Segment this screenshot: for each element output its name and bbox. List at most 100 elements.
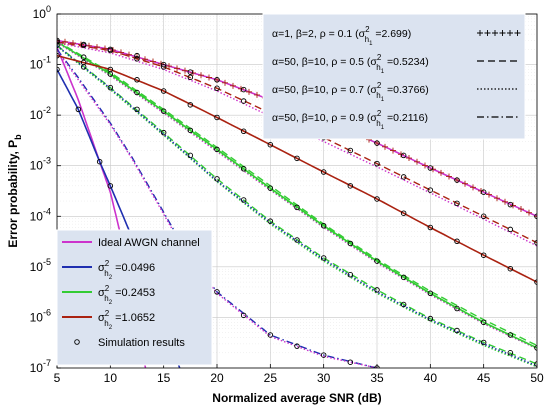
plus-marker <box>406 155 412 162</box>
simulation-point <box>427 165 434 171</box>
simulation-point <box>320 169 327 175</box>
plus-marker <box>382 143 388 150</box>
simulation-point <box>294 237 300 243</box>
simulation-point <box>80 59 87 66</box>
x-tick-label: 30 <box>317 371 331 385</box>
plus-marker <box>494 195 500 202</box>
simulation-point <box>267 218 274 224</box>
simulation-point <box>480 339 487 346</box>
simulation-point <box>374 160 380 167</box>
simulation-point <box>107 66 114 73</box>
plus-marker <box>158 60 164 67</box>
curve-10 <box>57 41 537 349</box>
x-tick-label: 35 <box>370 371 384 385</box>
plus-marker <box>438 169 444 176</box>
simulation-point <box>347 240 354 247</box>
legend-turbulence-label: α=50, β=10, ρ = 0.9 (σ2 h1 =0.2116) <box>272 109 428 131</box>
simulation-point <box>187 152 194 159</box>
plus-marker <box>198 72 204 79</box>
simulation-point <box>75 106 82 113</box>
plus-marker <box>238 85 244 92</box>
simulation-point <box>374 140 380 146</box>
legend-channel-label: σ2 h2 =0.0496 <box>98 259 155 281</box>
simulation-point <box>374 196 380 202</box>
simulation-point <box>534 279 537 285</box>
plus-marker <box>422 162 428 169</box>
legend-marker-sample <box>74 339 80 345</box>
plus-marker <box>230 82 236 89</box>
simulation-point <box>187 74 194 81</box>
simulation-point <box>507 350 514 356</box>
legend-plus-marker <box>477 30 483 36</box>
simulation-point <box>187 69 194 75</box>
plus-marker <box>390 147 396 154</box>
plus-marker <box>206 74 212 81</box>
x-tick-label: 50 <box>530 371 544 385</box>
simulation-point <box>240 86 247 93</box>
simulation-point <box>107 46 114 53</box>
simulation-point <box>427 290 434 297</box>
simulation-point <box>267 185 274 191</box>
curve-4 <box>57 44 537 365</box>
plus-marker <box>526 209 532 216</box>
legend-turbulence-label: α=50, β=10, ρ = 0.7 (σ2 h1 =0.3766) <box>272 81 429 103</box>
plus-marker <box>486 191 492 198</box>
legend-channel-box <box>56 229 213 366</box>
plus-marker <box>62 38 68 45</box>
y-tick-label: 10-3 <box>30 156 51 173</box>
legend-channel: Ideal AWGN channel σ2 h2 =0.0496 σ2 h2 =0.24… <box>56 229 213 366</box>
simulation-point <box>320 255 327 261</box>
simulation-point <box>347 271 354 278</box>
y-tick-label: 10-4 <box>30 206 51 223</box>
simulation-point <box>80 41 87 48</box>
simulation-point <box>240 312 247 319</box>
simulation-point <box>400 301 407 308</box>
simulation-point <box>507 265 514 272</box>
plus-marker <box>222 79 228 86</box>
simulation-point <box>400 174 407 180</box>
simulation-point <box>214 85 220 92</box>
plus-marker <box>518 206 524 213</box>
simulation-point <box>534 361 537 367</box>
plus-marker <box>150 58 156 65</box>
curve-11 <box>57 54 537 283</box>
simulation-point <box>80 54 87 60</box>
legend-plus-marker <box>507 30 513 36</box>
simulation-point <box>134 106 140 113</box>
simulation-point <box>534 345 537 351</box>
simulation-point <box>107 183 114 189</box>
simulation-point <box>134 52 140 59</box>
plus-marker <box>190 69 196 76</box>
legend-channel-label: Ideal AWGN channel <box>98 237 200 249</box>
simulation-point <box>507 332 514 338</box>
plus-marker <box>174 65 180 72</box>
legend-plus-marker <box>484 30 491 36</box>
simulation-point <box>374 258 380 264</box>
x-axis-ticks: 5 10 15 20 25 30 35 40 45 50 <box>54 364 544 385</box>
legend-turbulence-label: α=50, β=10, ρ = 0.5 (σ2 h1 =0.5234) <box>272 53 429 75</box>
simulation-point <box>134 89 140 96</box>
plus-marker <box>102 45 108 52</box>
plus-marker <box>254 91 260 98</box>
simulation-point <box>294 204 300 211</box>
simulation-point <box>427 224 434 231</box>
plus-marker <box>182 67 188 74</box>
simulation-point <box>267 141 274 148</box>
plus-marker <box>398 151 404 158</box>
legend-plus-marker <box>514 30 521 36</box>
legend-channel-label: σ2 h2 =0.2453 <box>98 284 155 306</box>
simulation-point <box>347 183 354 189</box>
plus-marker <box>414 158 420 165</box>
x-axis-label: Normalized average SNR (dB) <box>212 391 381 405</box>
simulation-point <box>160 108 167 114</box>
legend-channel-label: Simulation results <box>98 337 185 349</box>
simulation-point <box>507 201 514 208</box>
simulation-point <box>267 332 274 338</box>
plus-marker <box>462 180 468 187</box>
plus-marker <box>478 187 484 194</box>
y-tick-label: 100 <box>33 4 51 21</box>
simulation-point <box>294 343 300 349</box>
y-tick-label: 10-6 <box>30 307 51 324</box>
simulation-point <box>214 176 220 182</box>
